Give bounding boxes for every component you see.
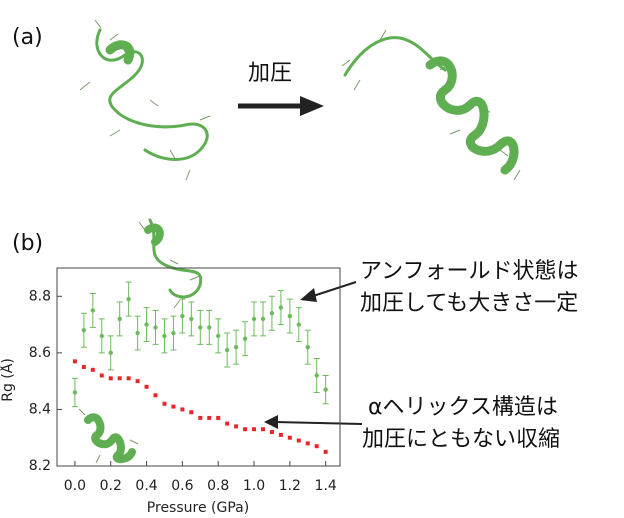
panel-label: (b) [12,231,43,256]
point [180,407,184,411]
point [171,405,175,409]
point [162,402,166,406]
point [171,331,175,335]
point [189,410,193,414]
point [270,430,274,434]
x-tick-label: 1.4 [315,478,337,494]
point [198,325,202,329]
point [306,345,310,349]
unfolded-molecule [80,20,210,180]
x-tick-label: 0.8 [207,478,229,494]
point [297,439,301,443]
annotation: アンフォールド状態は [360,259,578,284]
x-tick-label: 1.0 [243,478,265,494]
point [117,317,121,321]
point [243,427,247,431]
point [297,322,301,326]
point [252,317,256,321]
y-tick-label: 8.2 [29,458,51,474]
point [109,376,113,380]
x-tick-label: 0.6 [171,478,193,494]
point [198,416,202,420]
figure: (a) 加圧 (b) アンフォールド状態は 加圧しても大きさ一定 αヘリックス構… [0,0,624,518]
point [243,337,247,341]
point [91,308,95,312]
point [261,317,265,321]
point [73,359,77,363]
y-axis-label: Rg (Å) [0,358,16,402]
point [261,427,265,431]
point [82,365,86,369]
point [323,387,327,391]
point [144,322,148,326]
point [162,334,166,338]
arrow-label: 加圧 [248,61,292,86]
point [153,325,157,329]
y-tick-label: 8.6 [29,345,51,361]
point [82,328,86,332]
point [216,416,220,420]
point [306,441,310,445]
point [145,385,149,389]
annotation-arrow [264,282,362,429]
point [234,424,238,428]
point [118,376,122,380]
point [136,379,140,383]
point [234,345,238,349]
x-tick-label: 0.0 [64,478,86,494]
point [189,317,193,321]
point [324,450,328,454]
point [252,427,256,431]
unfolded-inset [139,220,201,308]
point [127,376,131,380]
point [279,305,283,309]
x-tick-label: 0.4 [135,478,157,494]
point [288,314,292,318]
point [91,368,95,372]
y-tick-label: 8.4 [29,401,51,417]
point [225,422,229,426]
point [207,325,211,329]
annotation: αヘリックス構造は [368,395,558,420]
panel-label: (a) [12,25,43,50]
point [207,416,211,420]
y-tick-label: 8.8 [29,288,51,304]
point [135,331,139,335]
point [270,311,274,315]
point [73,390,77,394]
point [109,351,113,355]
point [279,433,283,437]
point [216,334,220,338]
annotation: 加圧にともない収縮 [362,427,560,452]
x-axis-label: Pressure (GPa) [147,500,249,516]
point [126,297,130,301]
point [100,373,104,377]
point [288,436,292,440]
pressure-arrow [238,96,324,116]
point [315,444,319,448]
point [180,314,184,318]
x-tick-label: 1.2 [279,478,301,494]
helix-inset [79,409,138,463]
helix-molecule [342,30,520,180]
point [315,373,319,377]
x-tick-label: 0.2 [100,478,122,494]
point [154,393,158,397]
point [225,348,229,352]
annotation: 加圧しても大きさ一定 [360,291,578,316]
point [100,334,104,338]
